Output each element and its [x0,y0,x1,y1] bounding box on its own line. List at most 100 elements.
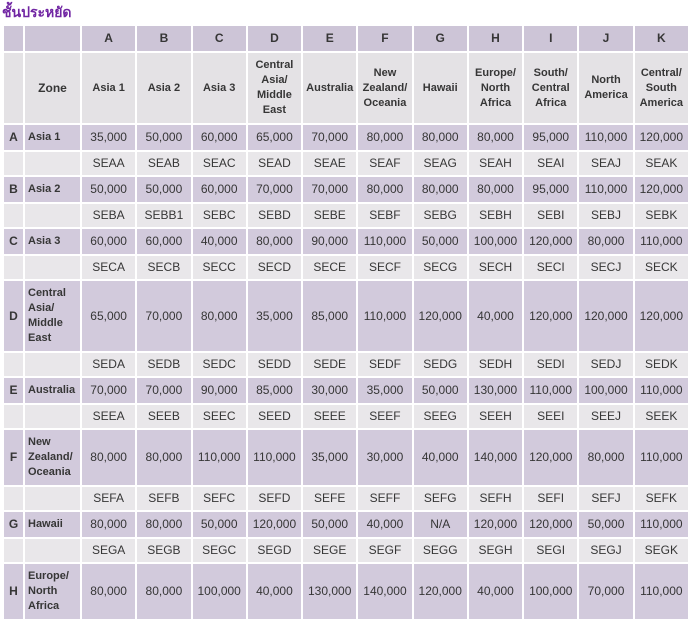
mileage-value-cell: 110,000 [524,378,578,403]
mileage-value-cell: 100,000 [192,564,246,619]
empty-cell [25,539,80,562]
empty-cell [25,152,80,175]
mileage-value-cell: 40,000 [358,512,412,537]
fare-code-cell: SEEJ [579,405,633,428]
fare-code-cell: SEFJ [579,487,633,510]
fare-code-cell: SEFI [524,487,578,510]
mileage-value-cell: 70,000 [579,564,633,619]
fare-code-cell: SEAE [303,152,357,175]
empty-cell [25,405,80,428]
mileage-row: G Hawaii 80,000 80,000 50,000 120,000 50,000 40… [4,512,688,537]
mileage-value-cell: 80,000 [82,430,136,485]
mileage-value-cell: 50,000 [137,177,191,202]
row-zone-name: New Zealand/​Oceania [25,430,80,485]
fare-code-cell: SEBI [524,204,578,227]
mileage-value-cell: 120,000 [524,430,578,485]
fare-code-cell: SEDD [247,353,302,376]
fare-code-cell: SEDG [413,353,467,376]
fare-code-cell: SEDE [303,353,357,376]
fare-code-cell: SECE [303,256,357,279]
fare-code-cell: SEDI [524,353,578,376]
column-zone-name: Asia 2 [137,53,191,123]
fare-code-cell: SECF [358,256,412,279]
fare-code-cell: SEEC [192,405,246,428]
fare-code-cell: SEFA [82,487,136,510]
fare-code-cell: SEGA [82,539,136,562]
mileage-value-cell: 35,000 [82,125,136,150]
fare-code-cell: SEAB [137,152,191,175]
column-zone-name: Australia [303,53,357,123]
column-letter: A [82,26,136,51]
fare-code-cell: SEGI [524,539,578,562]
fare-code-cell: SEEH [468,405,523,428]
fare-code-cell: SECC [192,256,246,279]
empty-cell [4,152,23,175]
column-letter: E [303,26,357,51]
fare-code-row: SEDA SEDB SEDC SEDD SEDE SEDF SEDG SEDH SEDI SEDJ… [4,353,688,376]
mileage-value-cell: 70,000 [82,378,136,403]
mileage-value-cell: 90,000 [192,378,246,403]
mileage-value-cell: N/​A [413,512,467,537]
empty-cell [25,256,80,279]
fare-code-cell: SEFK [634,487,688,510]
column-zone-name: Central Asia/​Middle East [247,53,302,123]
fare-code-cell: SEGB [137,539,191,562]
fare-code-cell: SEAK [634,152,688,175]
mileage-value-cell: 80,000 [358,177,412,202]
fare-code-cell: SEDK [634,353,688,376]
mileage-row: A Asia 1 35,000 50,000 60,000 65,000 70,000 80,… [4,125,688,150]
mileage-value-cell: 110,000 [579,177,633,202]
column-zone-name: New Zealand/​Oceania [358,53,412,123]
fare-code-cell: SEBF [358,204,412,227]
mileage-value-cell: 80,000 [247,229,302,254]
mileage-value-cell: 40,000 [468,281,523,351]
mileage-value-cell: 50,000 [192,512,246,537]
fare-code-cell: SEAG [413,152,467,175]
mileage-value-cell: 40,000 [413,430,467,485]
fare-code-cell: SEBE [303,204,357,227]
mileage-value-cell: 70,000 [247,177,302,202]
fare-code-cell: SEEG [413,405,467,428]
mileage-value-cell: 60,000 [192,177,246,202]
mileage-value-cell: 50,000 [579,512,633,537]
mileage-value-cell: 120,000 [468,512,523,537]
fare-code-row: SEFA SEFB SEFC SEFD SEFE SEFF SEFG SEFH SEFI SEFJ… [4,487,688,510]
fare-code-cell: SEGK [634,539,688,562]
column-zone-name: Hawaii [413,53,467,123]
fare-code-cell: SEFG [413,487,467,510]
fare-code-cell: SEAJ [579,152,633,175]
column-letter: H [468,26,523,51]
fare-code-cell: SEBD [247,204,302,227]
mileage-value-cell: 80,000 [82,512,136,537]
empty-cell [4,405,23,428]
fare-code-cell: SEGJ [579,539,633,562]
mileage-value-cell: 50,000 [303,512,357,537]
mileage-value-cell: 120,000 [634,177,688,202]
mileage-value-cell: 110,000 [358,229,412,254]
mileage-value-cell: 110,000 [634,229,688,254]
mileage-value-cell: 100,000 [579,378,633,403]
mileage-value-cell: 60,000 [82,229,136,254]
column-zone-name: Asia 1 [82,53,136,123]
mileage-row: B Asia 2 50,000 50,000 60,000 70,000 70,000 80,… [4,177,688,202]
mileage-value-cell: 50,000 [413,378,467,403]
fare-code-cell: SEBH [468,204,523,227]
fare-code-cell: SEAD [247,152,302,175]
row-letter: G [4,512,23,537]
empty-cell [4,539,23,562]
fare-code-cell: SECB [137,256,191,279]
mileage-value-cell: 110,000 [247,430,302,485]
mileage-value-cell: 40,000 [468,564,523,619]
mileage-value-cell: 120,000 [413,564,467,619]
empty-cell [25,353,80,376]
mileage-value-cell: 110,000 [634,378,688,403]
fare-code-cell: SEGC [192,539,246,562]
corner-cell [25,26,80,51]
empty-cell [25,487,80,510]
fare-code-cell: SEEK [634,405,688,428]
mileage-value-cell: 80,000 [413,125,467,150]
mileage-value-cell: 130,000 [468,378,523,403]
fare-code-cell: SEBC [192,204,246,227]
fare-code-cell: SEGG [413,539,467,562]
fare-code-cell: SEBK [634,204,688,227]
